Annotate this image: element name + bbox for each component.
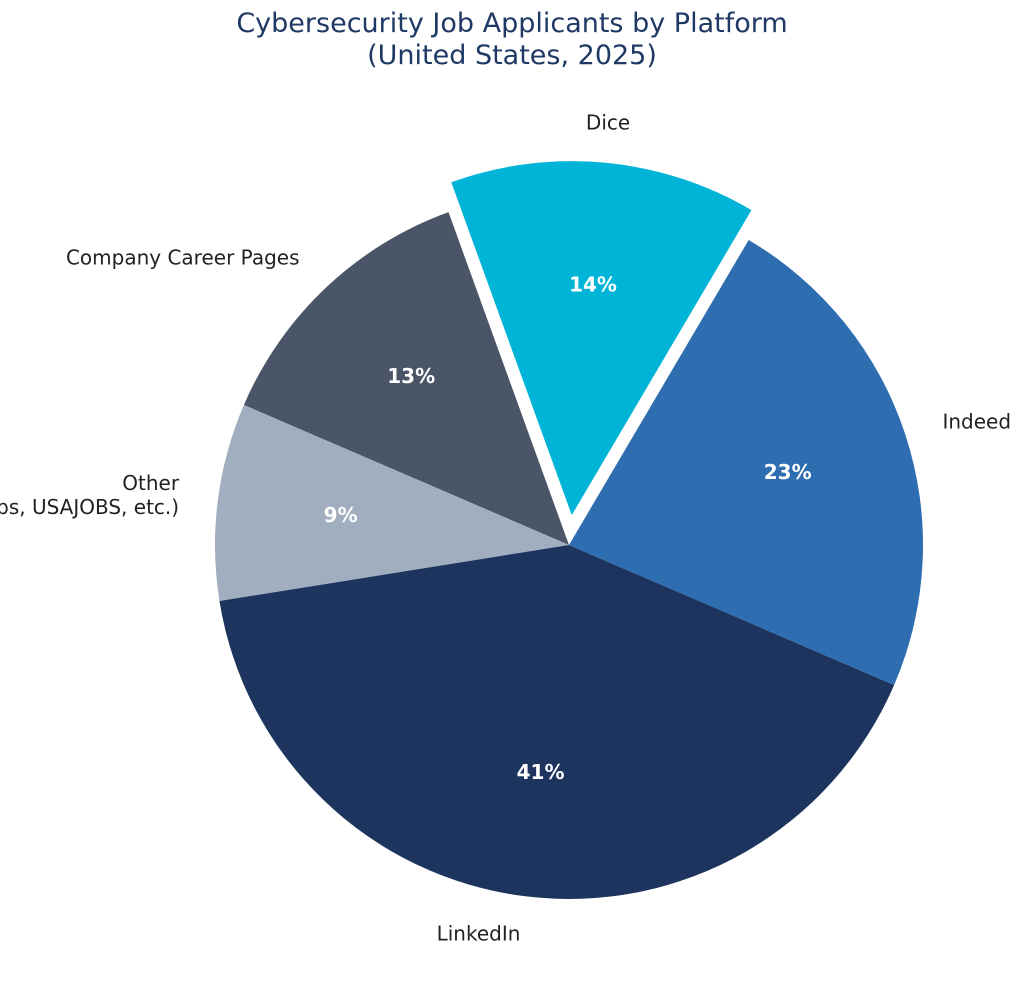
pct-label: 14% xyxy=(569,273,617,297)
slice-label-line: Company Career Pages xyxy=(66,246,300,270)
slice-label-line: (ClearanceJobs, USAJOBS, etc.) xyxy=(0,495,179,519)
slice-label: Other(ClearanceJobs, USAJOBS, etc.) xyxy=(0,471,180,519)
chart-title: Cybersecurity Job Applicants by Platform… xyxy=(0,8,1024,72)
pct-label: 23% xyxy=(764,460,812,484)
chart-title-line1: Cybersecurity Job Applicants by Platform xyxy=(236,8,788,39)
pie-slice-indeed xyxy=(569,239,923,686)
slice-label: Dice xyxy=(586,110,630,134)
pct-label: 13% xyxy=(387,364,435,388)
slice-label-line: Other xyxy=(122,471,180,495)
pie-slice-dice xyxy=(451,161,752,516)
chart-title-line2: (United States, 2025) xyxy=(367,40,657,71)
slice-label-line: LinkedIn xyxy=(437,921,521,945)
pct-label: 9% xyxy=(324,503,358,527)
slice-label-line: Dice xyxy=(586,110,630,134)
slice-label: Company Career Pages xyxy=(66,246,300,270)
pie-slice-other-clearancejobs-usajobs-etc xyxy=(214,404,569,601)
slice-label: LinkedIn xyxy=(437,921,521,945)
slice-label-line: Indeed xyxy=(942,409,1011,433)
pie-slice-linkedin xyxy=(219,545,895,899)
pie-slice-company-career-pages xyxy=(243,212,569,545)
slice-label: Indeed xyxy=(942,409,1011,433)
pct-label: 41% xyxy=(517,760,565,784)
